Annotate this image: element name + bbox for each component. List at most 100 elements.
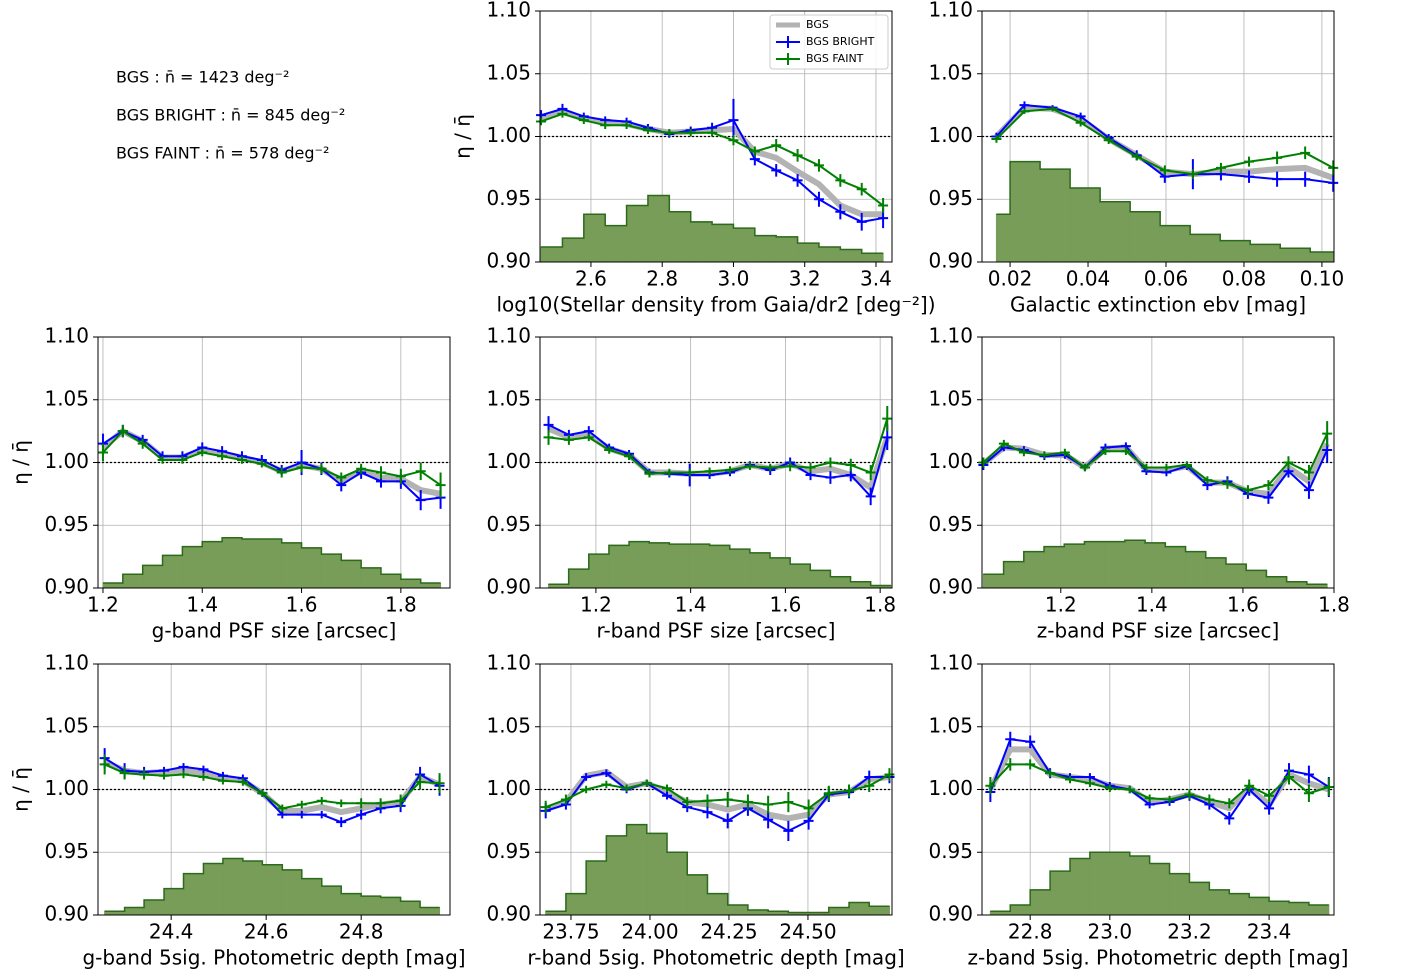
histogram-outline	[541, 194, 884, 254]
error-bar	[785, 461, 796, 472]
axes-frame	[981, 10, 1335, 263]
error-bar	[1124, 785, 1135, 794]
error-bar	[375, 798, 386, 809]
series-line	[547, 425, 891, 491]
series-line	[989, 738, 1330, 820]
error-bar	[198, 765, 209, 774]
histogram-bar	[143, 899, 165, 916]
histogram-bar	[301, 547, 322, 589]
error-bar	[1328, 174, 1339, 192]
histogram-bar	[749, 552, 771, 589]
histogram-bar	[122, 573, 144, 589]
y-tick-label: 1.10	[486, 0, 531, 22]
histogram-bar	[1129, 211, 1161, 263]
legend-label: BGS BRIGHT	[806, 35, 875, 48]
histogram-bar	[1205, 557, 1227, 589]
error-bar	[1222, 478, 1233, 489]
histogram-bar	[1245, 569, 1267, 589]
histogram-bar	[124, 906, 145, 916]
x-tick-label: 1.2	[580, 593, 612, 617]
x-tick-label: 23.2	[1167, 920, 1212, 944]
y-tick-label: 1.10	[486, 324, 531, 348]
histogram-bar	[709, 544, 731, 589]
histogram-bar	[711, 223, 734, 263]
x-tick-label: 1.6	[1227, 593, 1259, 617]
error-bar	[1244, 779, 1255, 793]
error-bar	[742, 794, 753, 810]
error-bar	[624, 452, 635, 460]
histogram-bar	[1219, 240, 1251, 263]
error-bar	[1059, 448, 1070, 457]
error-bar	[1263, 491, 1274, 504]
histogram-bar	[102, 582, 124, 589]
panel: 0.90 0.95 1.00 1.05 1.10 22.8 23.0 23.2 23.4z-ba…	[928, 651, 1348, 970]
histogram-bar	[769, 557, 791, 589]
histogram-bar	[142, 564, 164, 589]
histogram-bar	[1149, 863, 1171, 916]
histogram-bar	[850, 581, 872, 589]
error-bar	[581, 773, 592, 781]
histogram-bar	[1099, 201, 1131, 263]
histogram-bar	[1188, 881, 1210, 916]
histogram-bar	[828, 906, 850, 916]
error-bar	[316, 810, 327, 819]
histogram-bar	[1309, 251, 1335, 263]
histogram-bar	[1208, 889, 1230, 916]
histogram-bar	[1129, 855, 1151, 916]
error-bar	[749, 146, 760, 157]
annotation: BGS BRIGHT : n̄ = 845 deg⁻²	[116, 106, 345, 125]
error-bar	[217, 776, 228, 785]
y-tick-label: 1.05	[486, 386, 531, 410]
x-tick-label: 1.8	[385, 593, 417, 617]
error-bar	[684, 468, 695, 477]
error-bar	[1204, 794, 1215, 805]
histogram-bar	[400, 900, 421, 916]
error-bar	[856, 213, 867, 231]
histogram-outline	[983, 539, 1328, 585]
error-bar	[578, 116, 589, 124]
series-line	[981, 442, 1330, 497]
histogram-bar	[400, 578, 422, 589]
histogram-bar	[1009, 161, 1041, 263]
histogram-bar	[321, 885, 342, 916]
histogram-bar	[1069, 187, 1101, 263]
legend-label: BGS	[806, 18, 829, 31]
error-bar	[336, 799, 347, 808]
histogram-bar	[320, 553, 342, 589]
error-bar	[805, 462, 816, 473]
histogram-bar	[360, 895, 382, 916]
series-line	[544, 768, 890, 822]
error-bar	[1272, 171, 1283, 187]
y-tick-label: 1.10	[928, 0, 973, 22]
histogram-bar	[1169, 873, 1190, 916]
histogram-bar	[628, 541, 650, 589]
histogram-bar	[626, 205, 649, 263]
error-bar	[1100, 447, 1111, 455]
error-bar	[1161, 463, 1172, 472]
axes-frame	[97, 336, 451, 589]
error-bar	[1159, 165, 1170, 176]
series-line	[989, 763, 1330, 805]
y-tick-label: 1.00	[928, 776, 973, 800]
histogram-bar	[1189, 233, 1221, 263]
error-bar	[1039, 451, 1050, 459]
y-tick-label: 1.00	[486, 123, 531, 147]
x-axis-label: Galactic extinction ebv [mag]	[1010, 293, 1306, 317]
x-axis-label: g-band PSF size [arcsec]	[152, 619, 397, 643]
histogram-bar	[221, 537, 243, 589]
histogram-bar	[775, 236, 799, 263]
error-bar	[978, 457, 989, 468]
x-tick-label: 24.8	[339, 920, 384, 944]
error-bar	[1244, 156, 1255, 167]
histogram-bar	[340, 559, 362, 589]
error-bar	[117, 424, 128, 438]
histogram-bar	[848, 901, 870, 916]
histogram-bar	[729, 548, 751, 589]
x-axis-label: z-band 5sig. Photometric depth [mag]	[968, 946, 1349, 970]
histogram-outline	[102, 537, 441, 584]
histogram-bar	[1249, 243, 1281, 263]
histogram-bar	[809, 569, 831, 589]
error-bar	[581, 785, 592, 794]
x-axis-label: log10(Stellar density from Gaia/dr2 [deg…	[496, 293, 935, 317]
annotation: BGS FAINT : n̄ = 578 deg⁻²	[116, 144, 329, 163]
